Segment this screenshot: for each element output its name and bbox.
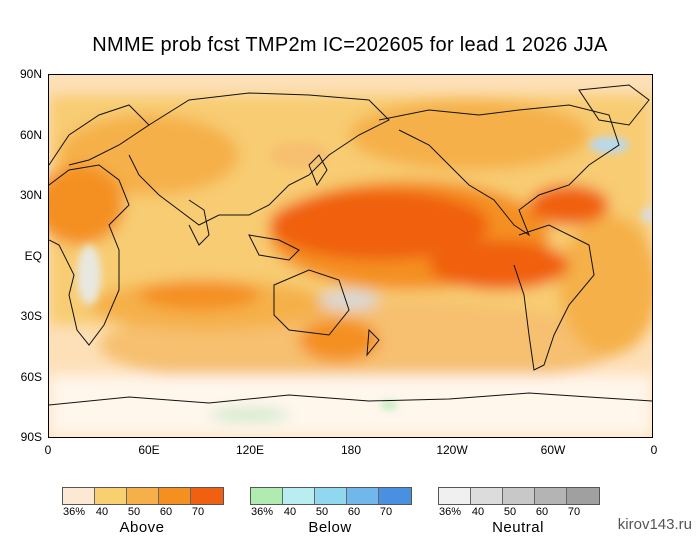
legend-neutral-tick: 50	[503, 506, 517, 518]
legend-above-swatch-1	[63, 488, 95, 504]
legend-below-title: Below	[308, 519, 352, 536]
legend-below-ticks: 36% 40 50 60 70	[250, 505, 410, 519]
probability-field	[49, 75, 652, 437]
site-watermark: kirov143.ru	[617, 516, 692, 533]
legend-above-title: Above	[119, 519, 165, 536]
legend-above-swatch-5	[191, 488, 223, 504]
legend-above-tick: 70	[191, 506, 205, 518]
lat-label-30n: 30N	[19, 188, 42, 202]
forecast-map	[48, 74, 653, 438]
lon-label-0-east: 0	[650, 443, 658, 457]
map-title: NMME prob fcst TMP2m IC=202605 for lead …	[92, 34, 608, 56]
legend-below-tick: 70	[379, 506, 393, 518]
legend-neutral-ticks: 36% 40 50 60 70	[438, 505, 598, 519]
legend-above-tick: 40	[95, 506, 109, 518]
legend-above-swatch-2	[95, 488, 127, 504]
lat-label-60n: 60N	[19, 128, 42, 142]
field-detail	[77, 137, 652, 409]
legend-neutral-swatch-3	[503, 488, 535, 504]
legend-neutral: 36% 40 50 60 70 Neutral	[438, 487, 600, 536]
legend-neutral-tick: 36%	[438, 506, 462, 518]
lat-label-eq: EQ	[24, 249, 42, 263]
legend-above-tick: 50	[127, 506, 141, 518]
legend-neutral-tick: 60	[535, 506, 549, 518]
legend-neutral-swatch-5	[567, 488, 599, 504]
legend-below-swatch-1	[251, 488, 283, 504]
legend-neutral-title: Neutral	[492, 519, 544, 536]
lat-label-60s: 60S	[20, 370, 42, 384]
legend-neutral-tick: 40	[471, 506, 485, 518]
lon-label-60w: 60W	[540, 443, 566, 457]
legend-below-swatch-4	[347, 488, 379, 504]
lon-label-0: 0	[44, 443, 52, 457]
legend-below-tick: 60	[347, 506, 361, 518]
legend-neutral-swatch-4	[535, 488, 567, 504]
legend-neutral-swatch-1	[439, 488, 471, 504]
lon-label-60e: 60E	[138, 443, 160, 457]
legend-above-colorbar	[62, 487, 224, 505]
lat-label-90s: 90S	[20, 430, 42, 444]
legend-above-swatch-4	[159, 488, 191, 504]
lon-label-120e: 120E	[235, 443, 265, 457]
legend-below-swatch-2	[283, 488, 315, 504]
lat-label-30s: 30S	[20, 309, 42, 323]
legend-above-ticks: 36% 40 50 60 70	[62, 505, 222, 519]
lat-label-90n: 90N	[19, 67, 42, 81]
legend-above-tick: 60	[159, 506, 173, 518]
legend-below-tick: 40	[283, 506, 297, 518]
legend-below-swatch-3	[315, 488, 347, 504]
legend-above: 36% 40 50 60 70 Above	[62, 487, 252, 536]
legend-above-tick: 36%	[62, 506, 86, 518]
legend-neutral-tick: 70	[567, 506, 581, 518]
legend-below-tick: 36%	[250, 506, 274, 518]
legend-above-swatch-3	[127, 488, 159, 504]
legend-below-tick: 50	[315, 506, 329, 518]
legend-below-swatch-5	[379, 488, 411, 504]
legend-below: 36% 40 50 60 70 Below	[250, 487, 412, 536]
field-blobs	[49, 95, 652, 437]
legend-neutral-colorbar	[438, 487, 600, 505]
lon-label-180: 180	[340, 443, 362, 457]
legend-neutral-swatch-2	[471, 488, 503, 504]
lon-label-120w: 120W	[436, 443, 468, 457]
legend-below-colorbar	[250, 487, 412, 505]
coastlines	[49, 84, 652, 406]
